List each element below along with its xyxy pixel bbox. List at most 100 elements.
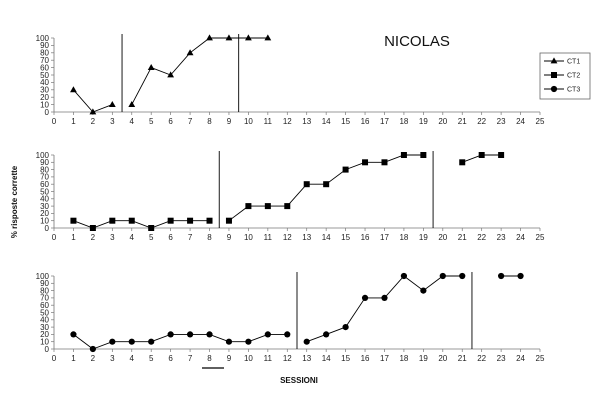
y-tick-label: 10	[40, 217, 49, 226]
series-line-CT2	[228, 154, 424, 222]
data-point-CT3	[342, 324, 349, 331]
x-tick-label: 10	[244, 117, 253, 126]
y-tick-label: 30	[40, 86, 49, 95]
data-point-CT2	[381, 159, 388, 166]
data-point-CT3	[186, 331, 194, 338]
data-point-CT3	[70, 331, 77, 338]
y-tick-label: 40	[40, 78, 49, 87]
x-tick-label: 19	[419, 117, 428, 126]
data-point-CT3	[459, 272, 466, 280]
x-tick-label: 22	[477, 117, 486, 126]
x-tick-label: 6	[168, 354, 173, 363]
data-point-CT1	[108, 101, 116, 107]
x-tick-label: 12	[283, 354, 292, 363]
data-point-CT3	[264, 331, 271, 338]
x-tick-label: 13	[302, 233, 311, 242]
x-tick-label: 2	[91, 117, 96, 126]
x-tick-label: 16	[361, 233, 370, 242]
x-tick-label: 17	[380, 117, 389, 126]
legend-label-CT3: CT3	[567, 87, 580, 94]
series-line-CT3	[306, 275, 463, 343]
data-point-CT1	[128, 101, 136, 107]
y-tick-label: 70	[40, 56, 49, 65]
y-tick-label: 20	[40, 93, 49, 102]
x-tick-label: 7	[188, 117, 193, 126]
data-point-CT1	[147, 64, 155, 70]
x-tick-label: 19	[419, 354, 428, 363]
x-tick-label: 6	[168, 117, 173, 126]
y-tick-label: 40	[40, 316, 49, 325]
x-tick-label: 22	[477, 354, 486, 363]
y-tick-label: 50	[40, 71, 49, 80]
data-point-CT2	[323, 181, 330, 188]
x-tick-label: 25	[536, 233, 545, 242]
x-tick-label: 0	[52, 354, 57, 363]
y-tick-label: 0	[45, 224, 50, 233]
x-tick-label: 21	[458, 233, 467, 242]
data-point-CT1	[70, 86, 77, 93]
y-tick-label: 60	[40, 180, 49, 189]
data-point-CT1	[167, 71, 175, 78]
x-tick-label: 8	[207, 117, 212, 126]
data-point-CT2	[498, 152, 505, 158]
y-tick-label: 70	[40, 294, 49, 303]
data-point-CT3	[361, 294, 369, 301]
x-tick-label: 6	[168, 233, 173, 242]
legend-marker-CT3	[550, 85, 558, 93]
legend-box	[539, 52, 591, 100]
data-point-CT3	[89, 345, 96, 353]
data-point-CT3	[167, 331, 174, 338]
y-tick-label: 90	[40, 279, 49, 288]
x-tick-label: 15	[341, 233, 350, 242]
x-tick-label: 7	[188, 354, 193, 363]
y-tick-label: 90	[40, 41, 49, 50]
data-point-CT3	[284, 331, 291, 338]
y-tick-label: 30	[40, 323, 49, 332]
x-tick-label: 15	[341, 354, 350, 363]
x-tick-label: 0	[52, 117, 57, 126]
x-tick-label: 19	[419, 233, 428, 242]
x-tick-label: 20	[438, 117, 447, 126]
y-tick-label: 50	[40, 308, 49, 317]
data-point-CT2	[148, 225, 155, 231]
x-tick-label: 16	[361, 354, 370, 363]
data-point-CT2	[284, 203, 291, 210]
y-tick-label: 20	[40, 330, 49, 339]
x-tick-label: 2	[91, 233, 96, 242]
legend-marker-CT1	[550, 57, 558, 64]
x-tick-label: 24	[516, 354, 525, 363]
data-point-CT2	[400, 152, 407, 158]
x-tick-label: 14	[322, 117, 331, 126]
x-tick-label: 23	[497, 117, 506, 126]
x-tick-label: 21	[458, 117, 467, 126]
x-tick-label: 8	[207, 354, 212, 363]
x-tick-label: 4	[130, 233, 135, 242]
x-tick-label: 4	[130, 117, 135, 126]
data-point-CT1	[89, 108, 97, 115]
x-tick-label: 5	[149, 354, 154, 363]
y-axis-title: % risposte corrette	[10, 165, 19, 238]
x-tick-label: 3	[110, 233, 115, 242]
data-point-CT2	[89, 225, 96, 231]
data-point-CT3	[420, 287, 427, 294]
x-tick-label: 10	[244, 354, 253, 363]
x-axis-title: SESSIONI	[280, 376, 318, 385]
data-point-CT3	[148, 338, 155, 345]
x-tick-label: 15	[341, 117, 350, 126]
y-tick-label: 100	[36, 151, 50, 160]
data-point-CT1	[245, 34, 252, 41]
x-tick-label: 17	[380, 354, 389, 363]
x-tick-label: 5	[149, 233, 154, 242]
data-point-CT1	[264, 34, 272, 41]
x-tick-label: 18	[399, 233, 408, 242]
x-tick-label: 21	[458, 354, 467, 363]
x-tick-label: 10	[244, 233, 253, 242]
data-point-CT3	[517, 272, 524, 280]
y-tick-label: 30	[40, 202, 49, 211]
y-tick-label: 60	[40, 301, 49, 310]
data-point-CT2	[167, 217, 174, 224]
data-point-CT3	[225, 338, 233, 345]
x-tick-label: 13	[302, 117, 311, 126]
x-tick-label: 25	[536, 354, 545, 363]
